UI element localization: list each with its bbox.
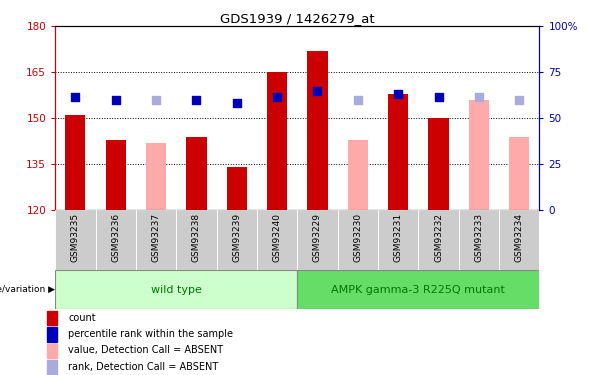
Text: percentile rank within the sample: percentile rank within the sample (68, 329, 233, 339)
Point (394, 91, 403, 97)
Bar (257, 210, 297, 270)
Bar (227, 167, 247, 210)
Bar (388, 94, 408, 210)
Bar (47, 360, 57, 375)
Bar (267, 72, 287, 210)
Text: GSM93238: GSM93238 (192, 213, 201, 262)
Bar (297, 210, 338, 270)
Point (272, 94, 282, 100)
Text: count: count (68, 313, 96, 322)
Bar (338, 210, 378, 270)
Bar (186, 136, 207, 210)
Bar (47, 311, 57, 326)
Bar (378, 210, 419, 270)
Text: GSM93229: GSM93229 (313, 213, 322, 262)
Bar (216, 210, 257, 270)
Point (433, 94, 443, 100)
Point (191, 97, 201, 103)
Bar (428, 118, 449, 210)
Text: GSM93230: GSM93230 (353, 213, 362, 262)
Text: GSM93233: GSM93233 (474, 213, 484, 262)
Bar (297, 270, 539, 309)
Bar (47, 327, 57, 342)
Bar (499, 210, 539, 270)
Text: wild type: wild type (151, 285, 202, 295)
Text: genotype/variation ▶: genotype/variation ▶ (0, 285, 55, 294)
Bar (55, 270, 297, 309)
Point (232, 100, 242, 106)
Point (514, 97, 524, 103)
Bar (509, 136, 530, 210)
Bar (469, 100, 489, 210)
Bar (47, 344, 57, 358)
Text: GSM93237: GSM93237 (151, 213, 161, 262)
Bar (65, 115, 85, 210)
Text: GSM93239: GSM93239 (232, 213, 242, 262)
Text: GSM93234: GSM93234 (515, 213, 524, 262)
Point (313, 88, 322, 94)
Text: GSM93235: GSM93235 (71, 213, 80, 262)
Text: AMPK gamma-3 R225Q mutant: AMPK gamma-3 R225Q mutant (332, 285, 505, 295)
Bar (136, 210, 177, 270)
Bar (105, 140, 126, 210)
Bar (96, 210, 136, 270)
Point (70, 94, 80, 100)
Bar (307, 51, 327, 210)
Text: GSM93240: GSM93240 (273, 213, 281, 262)
Point (151, 97, 161, 103)
Bar (348, 140, 368, 210)
Point (474, 94, 484, 100)
Bar (55, 210, 96, 270)
Bar (459, 210, 499, 270)
Point (353, 97, 363, 103)
Text: value, Detection Call = ABSENT: value, Detection Call = ABSENT (68, 345, 223, 355)
Text: GSM93231: GSM93231 (394, 213, 403, 262)
Text: GSM93232: GSM93232 (434, 213, 443, 262)
Bar (177, 210, 216, 270)
Bar (418, 210, 459, 270)
Text: GSM93236: GSM93236 (111, 213, 120, 262)
Bar (146, 142, 166, 210)
Point (111, 97, 121, 103)
Title: GDS1939 / 1426279_at: GDS1939 / 1426279_at (220, 12, 375, 25)
Text: rank, Detection Call = ABSENT: rank, Detection Call = ABSENT (68, 362, 218, 372)
